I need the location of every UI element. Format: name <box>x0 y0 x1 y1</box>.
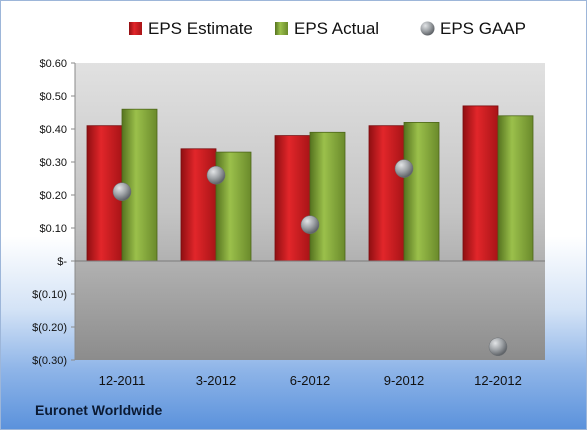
marker-eps-gaap-3-2012 <box>206 165 226 185</box>
x-tick-label: 6-2012 <box>290 373 330 388</box>
legend-label: EPS GAAP <box>440 19 526 38</box>
legend: EPS Estimate EPS Actual EPS GAAP <box>129 19 526 38</box>
bar-eps-actual-9-2012 <box>403 122 440 262</box>
x-tick-label: 9-2012 <box>384 373 424 388</box>
y-tick-label: $0.20 <box>39 190 67 202</box>
legend-item-eps-actual: EPS Actual <box>275 19 379 38</box>
legend-item-eps-estimate: EPS Estimate <box>129 19 253 38</box>
gaap-markers <box>112 159 508 357</box>
marker-eps-gaap-12-2012 <box>488 337 508 357</box>
bar-eps-estimate-6-2012 <box>274 135 311 262</box>
marker-eps-gaap-9-2012 <box>394 159 414 178</box>
x-tick-label: 3-2012 <box>196 373 236 388</box>
y-tick-label: $(0.20) <box>32 322 67 334</box>
y-tick-label: $0.50 <box>39 91 67 103</box>
bar-eps-estimate-3-2012 <box>180 148 217 262</box>
company-name: Euronet Worldwide <box>35 402 163 418</box>
bar-eps-actual-6-2012 <box>309 131 346 262</box>
x-axis: 12-2011 3-2012 6-2012 9-2012 12-2012 <box>75 260 545 388</box>
x-tick-label: 12-2011 <box>99 373 146 388</box>
legend-item-eps-gaap: EPS GAAP <box>420 19 526 38</box>
legend-swatch <box>275 22 288 35</box>
legend-swatch <box>420 21 435 36</box>
y-tick-label: $0.40 <box>39 124 67 136</box>
bar-eps-estimate-12-2012 <box>462 105 499 262</box>
legend-swatch <box>129 22 142 35</box>
y-tick-label: $- <box>57 256 67 268</box>
marker-eps-gaap-6-2012 <box>300 215 320 234</box>
legend-label: EPS Actual <box>294 19 379 38</box>
y-tick-label: $0.60 <box>39 58 67 70</box>
y-tick-label: $0.30 <box>39 157 67 169</box>
x-tick-label: 12-2012 <box>474 373 522 388</box>
y-tick-label: $(0.10) <box>32 289 67 301</box>
marker-eps-gaap-12-2011 <box>112 182 132 201</box>
y-tick-label: $0.10 <box>39 223 67 235</box>
bar-eps-estimate-9-2012 <box>368 125 405 262</box>
y-tick-label: $(0.30) <box>32 355 67 367</box>
y-axis: $0.60 $0.50 $0.40 $0.30 $0.20 $0.10 $- $(0.10) $… <box>32 58 76 367</box>
legend-label: EPS Estimate <box>148 19 253 38</box>
bar-eps-actual-12-2012 <box>497 115 534 262</box>
